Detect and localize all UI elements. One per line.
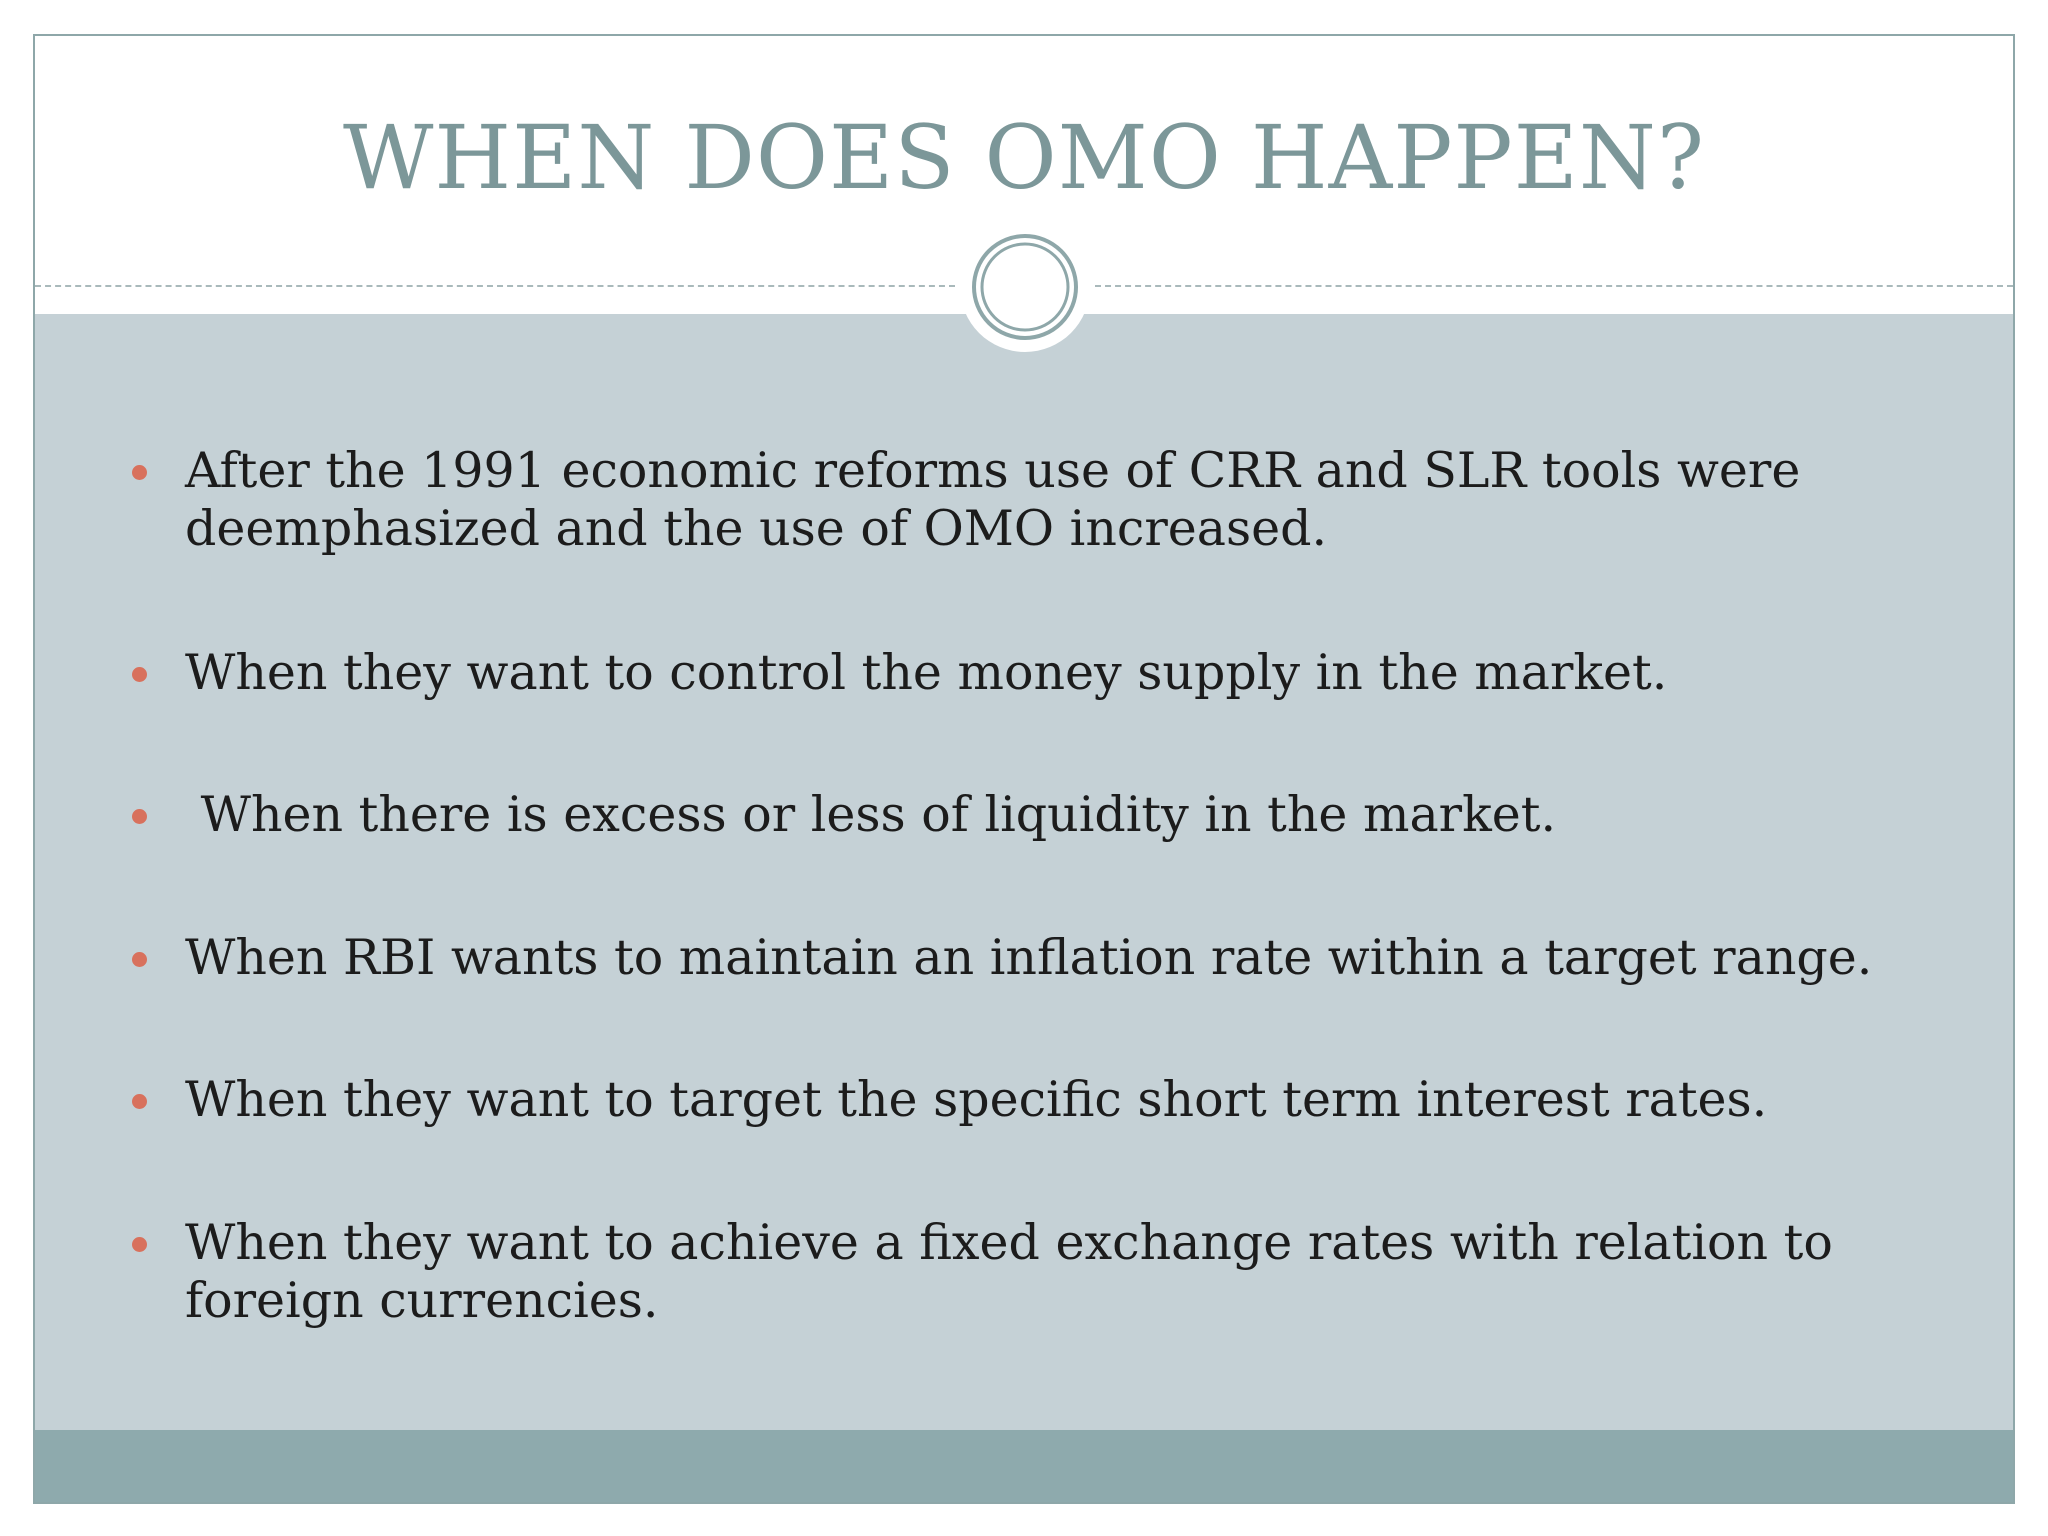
bullet-item: When there is excess or less of liquidit…	[132, 786, 1975, 844]
bullet-dot-icon	[132, 809, 147, 824]
bullet-dot-icon	[132, 1094, 147, 1109]
bullet-item: When they want to target the specific sh…	[132, 1071, 1975, 1129]
bullet-text: When they want to target the specific sh…	[185, 1071, 1768, 1128]
bullet-text: When RBI wants to maintain an inflation …	[185, 929, 1873, 986]
bullet-item: When RBI wants to maintain an inflation …	[132, 929, 1975, 987]
bullet-item: When they want to control the money supp…	[132, 644, 1975, 702]
bullet-dot-icon	[132, 465, 147, 480]
title-divider-left	[35, 285, 955, 287]
bullet-text: After the 1991 economic reforms use of C…	[185, 442, 1801, 557]
bullet-dot-icon	[132, 667, 147, 682]
title-divider-right	[1095, 285, 2013, 287]
bullet-dot-icon	[132, 1237, 147, 1252]
bullet-item: After the 1991 economic reforms use of C…	[132, 442, 1975, 558]
circle-ornament-icon	[960, 222, 1090, 352]
slide: WHEN DOES OMO HAPPEN? After the 1991 eco…	[33, 34, 2015, 1504]
slide-title: WHEN DOES OMO HAPPEN?	[342, 106, 1706, 209]
content-area	[35, 314, 2013, 1434]
bullet-text: When there is excess or less of liquidit…	[185, 786, 1557, 843]
footer-band	[35, 1430, 2013, 1502]
bullet-text: When they want to achieve a fixed exchan…	[185, 1214, 1833, 1329]
bullet-item: When they want to achieve a fixed exchan…	[132, 1214, 1975, 1330]
bullet-text: When they want to control the money supp…	[185, 644, 1668, 701]
bullet-dot-icon	[132, 952, 147, 967]
